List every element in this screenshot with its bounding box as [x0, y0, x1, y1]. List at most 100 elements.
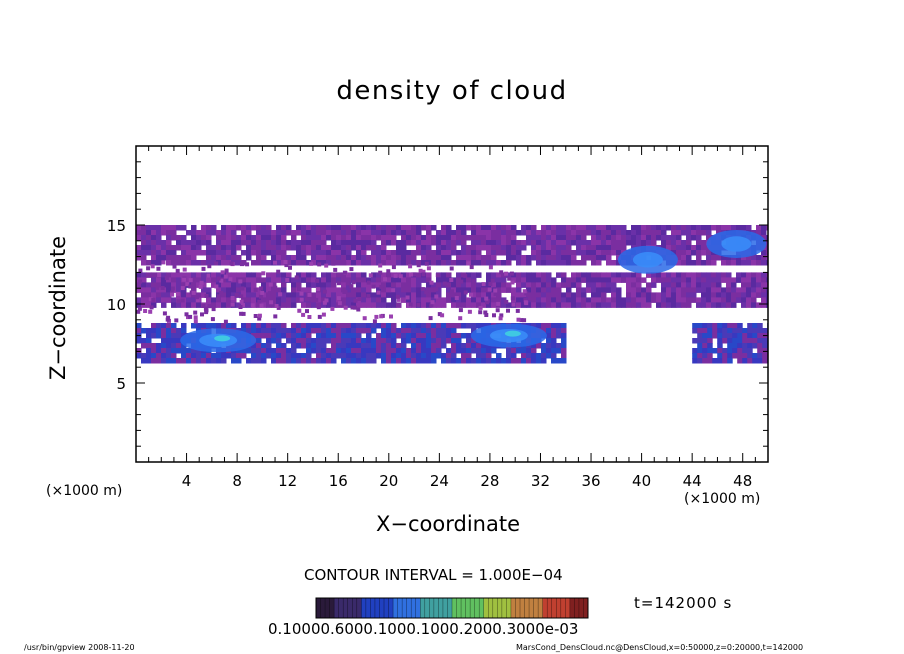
density-cell: [446, 292, 452, 298]
density-cell: [747, 343, 753, 349]
density-speckle: [393, 273, 398, 278]
density-cell: [551, 287, 557, 293]
x-axis-label: X−coordinate: [376, 512, 520, 536]
density-cell: [556, 328, 562, 334]
density-cell: [461, 353, 467, 359]
density-cell: [721, 297, 727, 303]
density-speckle: [285, 278, 290, 282]
density-speckle: [184, 312, 189, 317]
density-cell: [546, 323, 552, 329]
density-cell: [186, 292, 192, 298]
density-cell: [341, 297, 347, 303]
density-cell: [386, 235, 392, 241]
density-cell: [421, 333, 427, 339]
density-cell: [556, 282, 562, 288]
density-speckle: [278, 292, 283, 297]
density-cell: [146, 338, 152, 344]
density-cell: [596, 302, 602, 308]
density-cell: [566, 297, 572, 303]
density-cell: [441, 333, 447, 339]
density-cell: [476, 282, 482, 288]
density-cell: [531, 323, 537, 329]
density-cell: [381, 240, 387, 246]
density-cell: [716, 277, 722, 283]
density-cell: [501, 302, 507, 308]
density-cell: [561, 255, 567, 261]
density-cell: [546, 225, 552, 231]
density-cell: [471, 323, 477, 329]
density-cell: [491, 302, 497, 308]
density-cell: [756, 230, 762, 236]
density-cell: [376, 292, 382, 298]
density-cell: [456, 230, 462, 236]
colorbar-segment: [565, 598, 571, 618]
density-cell: [356, 272, 362, 278]
density-cell: [717, 358, 723, 364]
density-cell: [561, 277, 567, 283]
density-cell: [181, 240, 187, 246]
density-cell: [366, 338, 372, 344]
density-cell: [381, 338, 387, 344]
density-cell: [671, 245, 677, 251]
density-cell: [696, 282, 702, 288]
density-cell: [391, 358, 397, 364]
density-cell: [321, 250, 327, 256]
density-cell: [436, 255, 442, 261]
density-cell: [186, 255, 192, 261]
density-speckle: [162, 311, 167, 316]
density-cell: [206, 297, 212, 303]
density-cell: [691, 260, 697, 266]
density-cell: [466, 235, 472, 241]
density-cell: [501, 235, 507, 241]
density-cell: [641, 230, 647, 236]
density-cell: [306, 277, 312, 283]
density-speckle: [276, 305, 281, 310]
density-cell: [641, 225, 647, 231]
density-cell: [406, 235, 412, 241]
density-cell: [702, 323, 708, 329]
density-cell: [626, 287, 632, 293]
density-cell: [276, 358, 282, 364]
density-cell: [626, 297, 632, 303]
density-cell: [176, 272, 182, 278]
density-cell: [516, 255, 522, 261]
density-cell: [546, 328, 552, 334]
density-cell: [616, 240, 622, 246]
density-cell: [581, 225, 587, 231]
density-cell: [156, 323, 162, 329]
density-cell: [571, 240, 577, 246]
density-cell: [376, 287, 382, 293]
density-cell: [321, 272, 327, 278]
density-speckle: [238, 279, 243, 284]
density-cell: [166, 230, 172, 236]
density-cell: [301, 272, 307, 278]
density-cell: [696, 297, 702, 303]
density-cell: [391, 353, 397, 359]
density-cell: [156, 297, 162, 303]
density-cell: [156, 333, 162, 339]
density-speckle: [349, 284, 354, 289]
density-cell: [746, 287, 752, 293]
density-cell: [692, 338, 698, 344]
density-cell: [246, 272, 252, 278]
density-cell: [206, 255, 212, 261]
density-cell: [161, 282, 167, 288]
density-cell: [316, 302, 322, 308]
density-cell: [136, 250, 142, 256]
density-cell: [611, 292, 617, 298]
density-cell: [481, 287, 487, 293]
density-cell: [716, 302, 722, 308]
density-cell: [141, 245, 147, 251]
density-cell: [306, 245, 312, 251]
density-speckle: [378, 263, 383, 268]
density-cell: [766, 282, 768, 288]
density-cell: [551, 292, 557, 298]
density-cell: [326, 260, 332, 266]
density-cell: [286, 302, 292, 308]
density-cell: [281, 277, 287, 283]
density-cell: [706, 250, 712, 256]
density-cell: [656, 302, 662, 308]
density-cell: [722, 338, 728, 344]
density-cell: [506, 260, 512, 266]
density-cell: [181, 292, 187, 298]
